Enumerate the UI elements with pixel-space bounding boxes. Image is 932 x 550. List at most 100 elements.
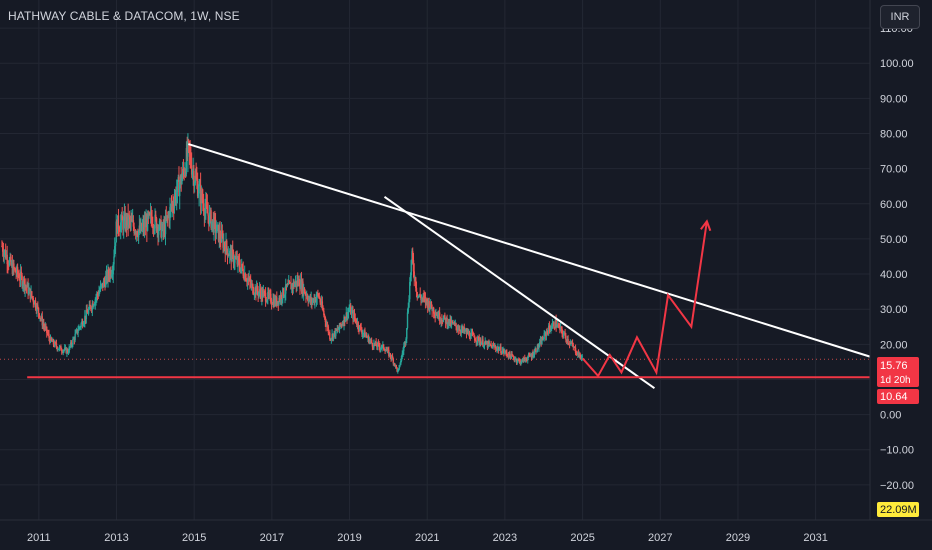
candle-body	[268, 293, 271, 296]
candle-body	[535, 349, 537, 353]
candle-body	[421, 298, 424, 299]
candle-body	[52, 339, 55, 345]
candle-body	[396, 367, 398, 372]
x-tick-label: 2027	[648, 532, 672, 544]
candle-body	[1, 245, 3, 247]
candle-body	[157, 226, 159, 235]
support-price-badge	[877, 389, 919, 404]
candle-body	[82, 324, 85, 326]
candle-body	[161, 228, 163, 238]
candle-body	[155, 218, 158, 231]
candle-body	[192, 170, 194, 172]
price-axis[interactable]: 110.00100.0090.0080.0070.0060.0050.0040.…	[880, 23, 914, 492]
candle-body	[72, 338, 75, 340]
candle-body	[425, 298, 427, 303]
x-tick-label: 2031	[803, 532, 827, 544]
candle-body	[244, 273, 247, 281]
x-tick-label: 2023	[493, 532, 517, 544]
candle-body	[509, 355, 512, 359]
candle-body	[285, 284, 287, 294]
candle-body	[222, 236, 224, 248]
candle-body	[329, 332, 331, 340]
candle-body	[30, 291, 32, 299]
candle-body	[441, 321, 444, 322]
candle-body	[100, 284, 102, 286]
candle-body	[210, 210, 212, 229]
candle-body	[377, 342, 380, 344]
candle-body	[463, 327, 465, 332]
candle-body	[220, 239, 222, 242]
candle-body	[294, 283, 296, 287]
candle-body	[24, 285, 26, 290]
candle-body	[485, 342, 488, 345]
candle-body	[271, 303, 274, 305]
projection-path	[581, 221, 708, 378]
candle-body	[474, 340, 477, 342]
candle-body	[151, 218, 153, 227]
candle-body	[411, 251, 413, 261]
candle-body	[99, 285, 102, 291]
candle-body	[532, 352, 534, 357]
candle-body	[248, 277, 250, 280]
candle-body	[571, 343, 574, 346]
candle-body	[46, 332, 49, 334]
candle-body	[359, 325, 362, 327]
candle-body	[388, 353, 391, 356]
candle-body	[159, 220, 161, 221]
candle-body	[356, 322, 359, 326]
candle-body	[386, 349, 389, 351]
candle-body	[55, 342, 57, 344]
candle-body	[500, 353, 503, 354]
candle-body	[384, 349, 386, 352]
candle-body	[164, 216, 167, 235]
candle-body	[97, 294, 99, 296]
candle-body	[272, 299, 274, 305]
candle-body	[267, 291, 269, 301]
candle-body	[158, 229, 160, 235]
y-tick-label: 60.00	[880, 199, 908, 211]
candle-body	[300, 279, 302, 289]
candle-body	[301, 281, 303, 292]
candle-body	[45, 326, 47, 328]
volume-badge	[877, 502, 919, 517]
candle-body	[309, 296, 312, 303]
candle-body	[211, 221, 213, 229]
candle-body	[98, 292, 100, 296]
candle-body	[134, 232, 136, 234]
candle-body	[149, 212, 151, 215]
candle-body	[214, 219, 217, 233]
candle-body	[353, 313, 355, 320]
candle-body	[208, 215, 210, 225]
candle-body	[508, 352, 510, 358]
candle-body	[407, 307, 409, 313]
candle-body	[37, 305, 39, 308]
candle-body	[406, 312, 409, 329]
candle-body	[152, 226, 154, 227]
candle-body	[497, 347, 499, 349]
candle-body	[556, 326, 558, 328]
candle-body	[50, 337, 52, 341]
time-axis[interactable]: 2011 2013 2015 2017 2019 2021 2023 2025 2027 2029…	[27, 532, 828, 544]
candle-body	[227, 255, 229, 257]
candle-body	[178, 177, 180, 197]
candle-body	[34, 300, 37, 308]
candle-body	[28, 288, 31, 290]
candle-body	[102, 280, 105, 288]
candle-body	[17, 274, 20, 276]
candle-body	[276, 301, 279, 305]
candle-body	[433, 313, 436, 315]
candle-body	[289, 282, 291, 284]
candle-body	[63, 347, 66, 350]
candle-body	[240, 264, 243, 268]
candle-body	[185, 147, 188, 174]
candle-body	[518, 359, 520, 361]
currency-button[interactable]: INR	[880, 5, 920, 29]
candle-body	[25, 286, 28, 288]
candle-body	[253, 293, 256, 295]
candle-body	[19, 279, 21, 281]
candle-body	[110, 270, 112, 276]
candle-body	[78, 327, 81, 328]
candle-body	[539, 341, 541, 346]
candle-body	[477, 336, 480, 338]
